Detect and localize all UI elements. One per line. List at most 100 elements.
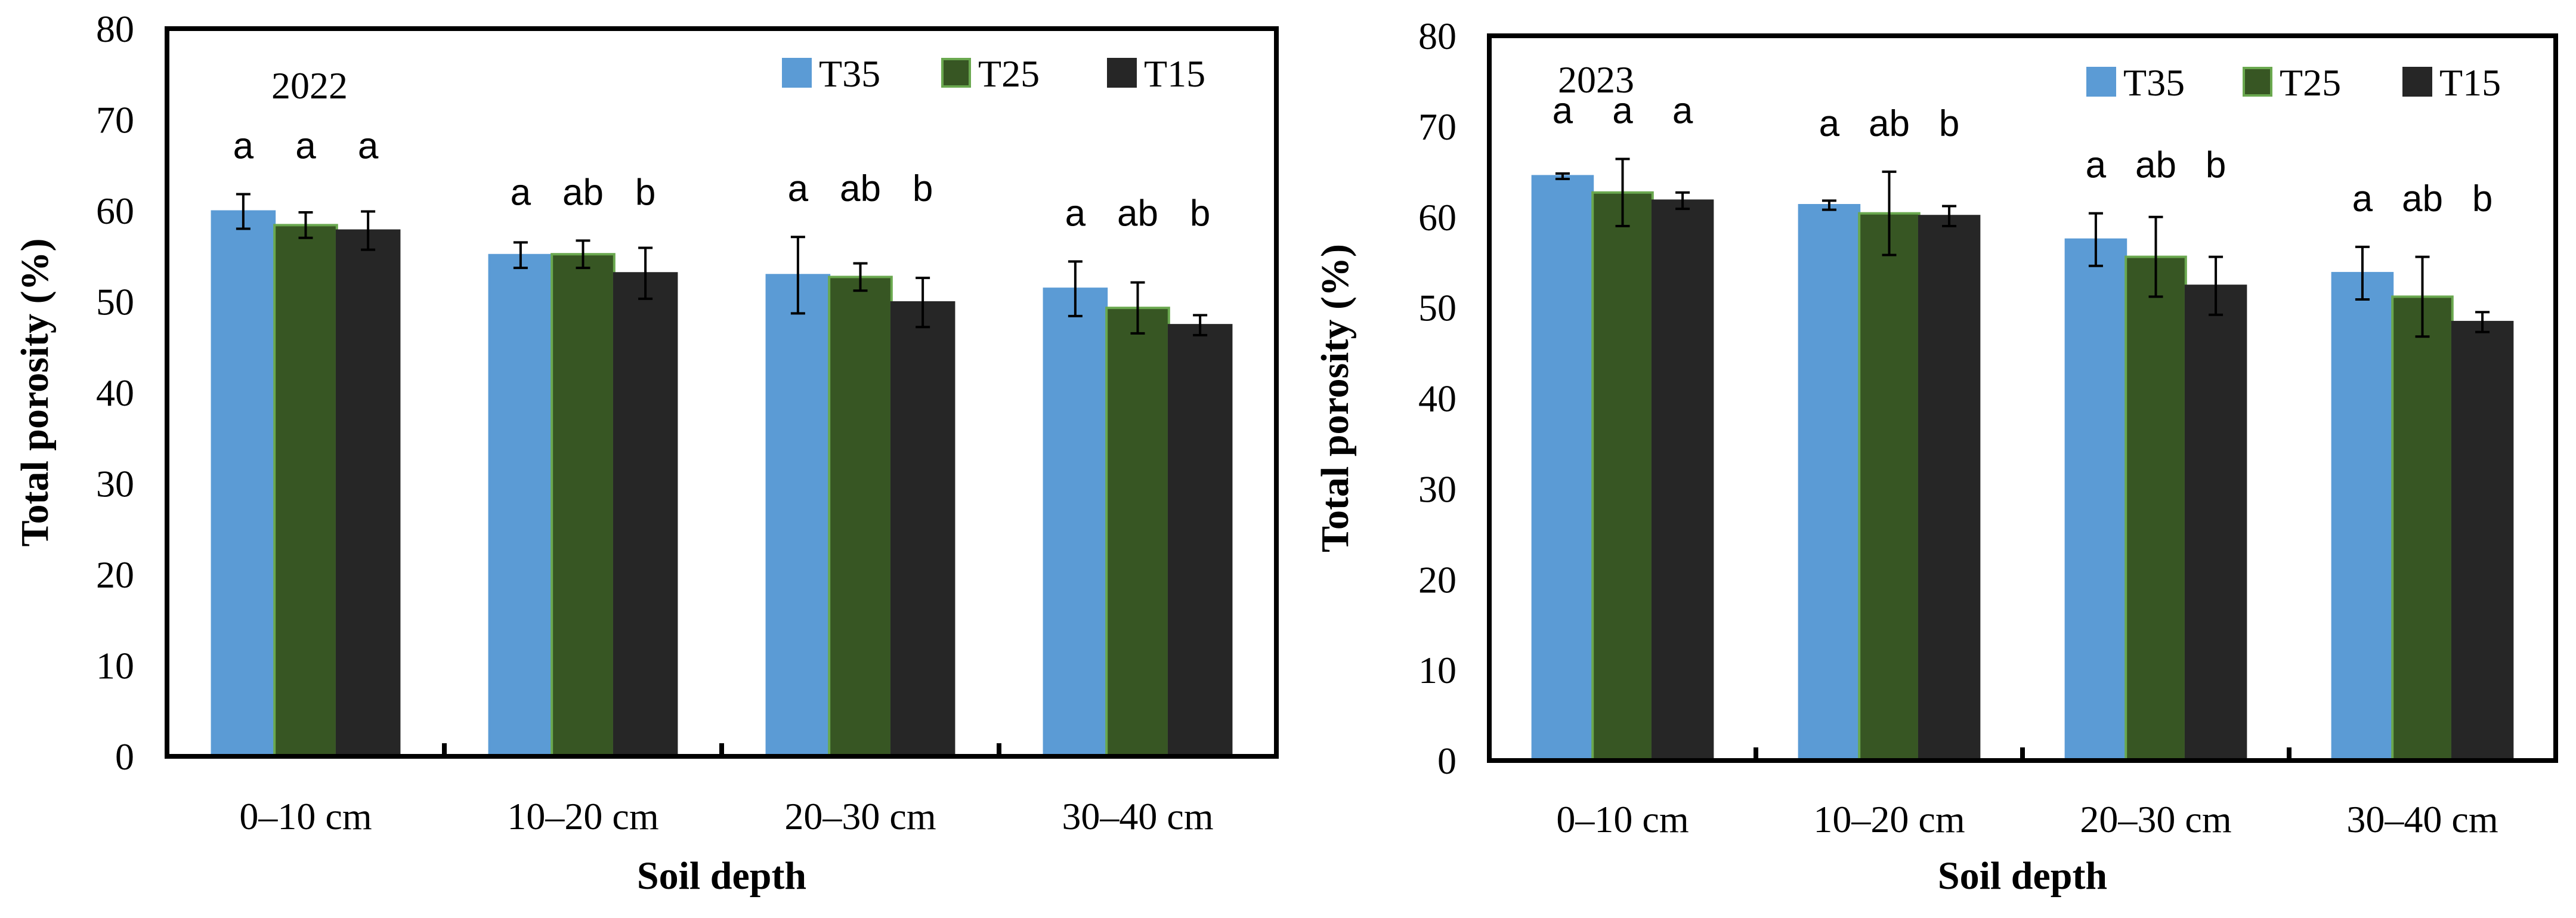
error-bar-t15-1: [1675, 191, 1690, 211]
x-tick-labels: 0–10 cm 10–20 cm 20–30 cm 30–40 cm: [1556, 798, 2498, 840]
sig-letter-t35-3: a: [788, 168, 809, 209]
legend-swatch-t25: [2243, 67, 2272, 97]
error-bar-t25-2: [1882, 170, 1897, 256]
bar-t15-2: [1918, 215, 1981, 762]
sig-letter-t35-4: a: [2352, 178, 2373, 220]
y-tick-label: 10: [1418, 649, 1456, 691]
bar-t35-2: [1798, 204, 1861, 762]
sig-letter-t35-4: a: [1065, 193, 1086, 234]
x-tick-label: 10–20 cm: [507, 795, 658, 837]
error-bar-t15-2: [1942, 205, 1957, 227]
bar-t25-2: [551, 253, 616, 758]
y-tick-label: 60: [96, 190, 134, 232]
y-tick-label: 60: [1418, 196, 1456, 239]
sig-letter-t15-3: b: [2206, 145, 2226, 186]
bar-t25-3: [828, 276, 893, 758]
x-tick-label: 20–30 cm: [2080, 798, 2231, 840]
y-tick-label: 0: [115, 735, 134, 778]
error-bar-t25-1: [1615, 157, 1630, 227]
y-axis-label: Total porosity (%): [1313, 244, 1357, 552]
legend-swatch-t35: [782, 58, 812, 88]
legend-label-t25: T25: [2280, 61, 2341, 104]
y-tick-label: 30: [1418, 468, 1456, 510]
sig-letter-t15-4: b: [2472, 178, 2492, 220]
x-tick-marks: [442, 743, 1001, 756]
x-tick-labels: 0–10 cm 10–20 cm 20–30 cm 30–40 cm: [239, 795, 1213, 837]
legend: T35 T25 T15: [2086, 61, 2501, 104]
legend-swatch-t35: [2086, 67, 2116, 97]
bar-t35-1: [1531, 175, 1594, 762]
x-axis-label: Soil depth: [1938, 854, 2107, 898]
bar-t35-4: [2331, 271, 2394, 762]
y-tick-label: 0: [1437, 740, 1456, 782]
bar-t15-4: [2451, 320, 2514, 762]
error-bar-t25-2: [576, 239, 590, 270]
sig-letter-t15-2: b: [635, 172, 655, 213]
bar-t25-1: [1591, 191, 1654, 762]
x-tick-label: 10–20 cm: [1813, 798, 1965, 840]
legend: T35 T25 T15: [782, 52, 1205, 95]
sig-letter-t25-1: a: [1612, 91, 1633, 132]
error-bar-t15-2: [638, 246, 653, 300]
error-bar-t25-1: [298, 211, 313, 239]
legend-label-t25: T25: [978, 52, 1040, 95]
x-tick-label: 30–40 cm: [2346, 798, 2498, 840]
x-tick-marks: [1754, 747, 2292, 761]
bar-t35-2: [488, 254, 553, 758]
legend-swatch-t25: [941, 58, 971, 88]
bar-t15-4: [1167, 324, 1233, 758]
y-tick-label: 40: [1418, 378, 1456, 420]
x-tick-label: 0–10 cm: [239, 795, 372, 837]
error-bar-t25-4: [1130, 281, 1145, 335]
sig-letter-t35-2: a: [511, 172, 531, 213]
error-bar-t15-4: [2475, 311, 2490, 333]
y-tick-label: 50: [96, 281, 134, 323]
error-bar-t35-2: [1822, 199, 1836, 211]
x-tick-label: 20–30 cm: [784, 795, 936, 837]
bar-t25-4: [1105, 307, 1170, 758]
y-tick-label: 20: [1418, 558, 1456, 601]
error-bar-t35-4: [2355, 245, 2370, 301]
bar-t15-3: [890, 301, 955, 758]
bar-t15-1: [335, 229, 401, 758]
legend-label-t35: T35: [819, 52, 880, 95]
y-tick-label: 70: [1418, 106, 1456, 148]
y-tick-label: 80: [96, 8, 134, 50]
error-bar-t35-4: [1068, 260, 1083, 317]
sig-letter-t15-3: b: [913, 168, 933, 209]
error-bar-t25-4: [2415, 255, 2430, 338]
sig-letter-t25-4: ab: [1117, 193, 1158, 234]
error-bar-t25-3: [2148, 215, 2163, 298]
y-tick-label: 50: [1418, 287, 1456, 329]
sig-letter-t25-2: ab: [1869, 103, 1910, 144]
bar-t35-4: [1043, 288, 1108, 758]
sig-letter-t35-1: a: [233, 126, 254, 167]
bar-t35-1: [211, 210, 276, 758]
error-bar-t25-3: [853, 262, 868, 292]
chart-title: 2023: [1558, 58, 1634, 101]
x-tick-label: 30–40 cm: [1062, 795, 1213, 837]
error-bar-t35-1: [1555, 172, 1570, 180]
bar-t25-1: [273, 224, 338, 758]
error-bar-t15-1: [361, 210, 376, 251]
error-bar-t15-4: [1193, 314, 1208, 336]
y-axis-label: Total porosity (%): [13, 238, 57, 546]
sig-letter-t25-2: ab: [562, 172, 604, 213]
legend-label-t15: T15: [2439, 61, 2501, 104]
error-bar-t15-3: [2209, 255, 2224, 316]
legend-swatch-t15: [2402, 67, 2432, 97]
sig-letter-t35-2: a: [1819, 103, 1840, 144]
y-tick-label: 10: [96, 645, 134, 687]
y-tick-labels: 0 10 20 30 40 50 60 70 80: [96, 8, 134, 778]
sig-letter-t15-2: b: [1939, 103, 1959, 144]
chart-title: 2022: [271, 64, 348, 107]
sig-letter-t15-1: a: [358, 126, 379, 167]
error-bar-t35-2: [513, 241, 528, 270]
y-tick-labels: 0 10 20 30 40 50 60 70 80: [1418, 15, 1456, 782]
bar-t15-2: [613, 272, 678, 758]
